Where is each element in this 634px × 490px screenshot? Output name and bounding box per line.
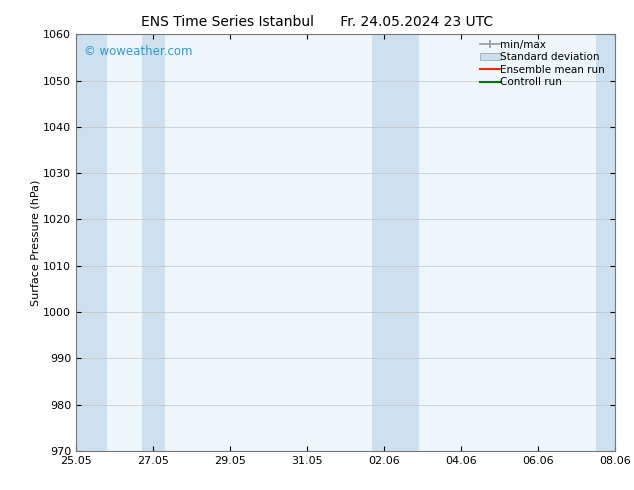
Text: © woweather.com: © woweather.com (84, 45, 193, 58)
Bar (372, 34, 418, 451)
Text: ENS Time Series Istanbul      Fr. 24.05.2024 23 UTC: ENS Time Series Istanbul Fr. 24.05.2024 … (141, 15, 493, 29)
Bar (596, 34, 615, 451)
Legend: min/max, Standard deviation, Ensemble mean run, Controll run: min/max, Standard deviation, Ensemble me… (478, 37, 612, 89)
Y-axis label: Surface Pressure (hPa): Surface Pressure (hPa) (30, 179, 41, 306)
Bar (76, 34, 107, 451)
Bar (141, 34, 165, 451)
